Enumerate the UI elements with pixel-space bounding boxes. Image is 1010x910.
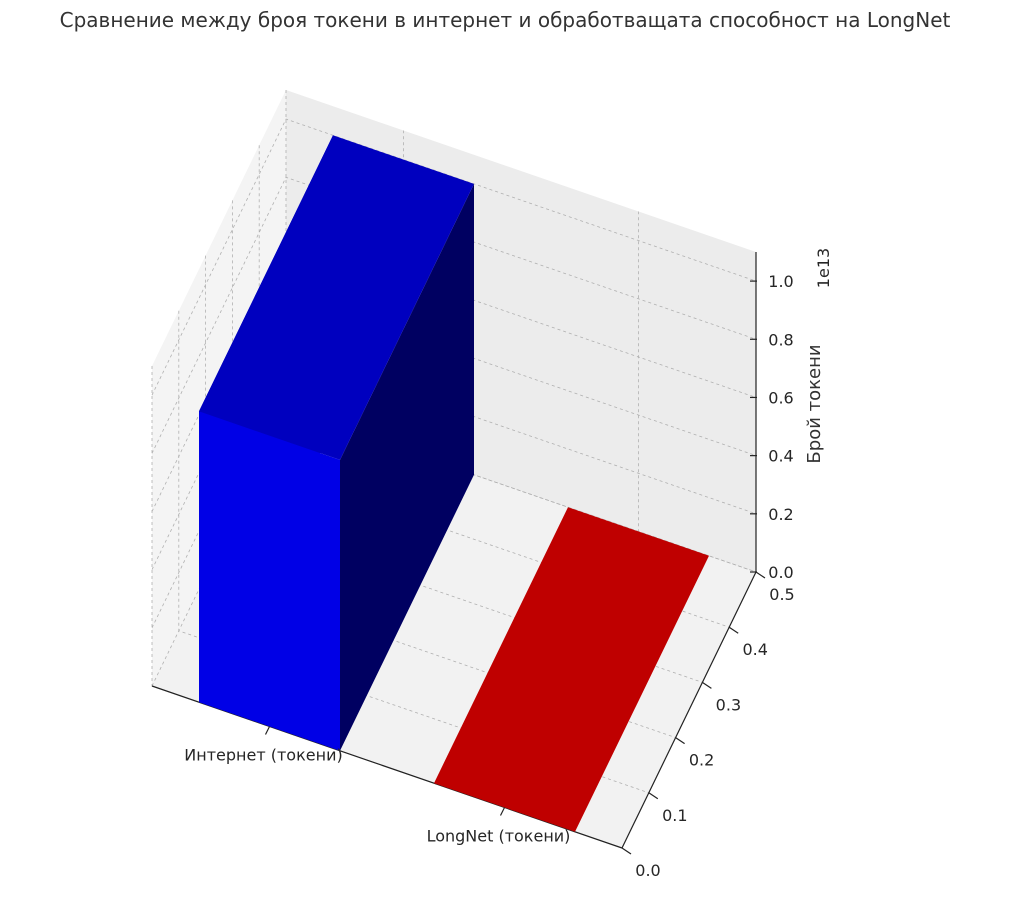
y-tick-mark: [675, 737, 685, 745]
bar: [434, 507, 709, 832]
bar-top-face: [199, 135, 474, 460]
tick-labels: Интернет (токени) LongNet (токени) 0.0 0.1 0…: [184, 272, 794, 880]
y-tick-label: 0.5: [769, 585, 794, 604]
y-tick-label: 0.2: [689, 751, 714, 770]
y-tick-label: 0.1: [662, 806, 687, 825]
z-tick-label: 0.0: [768, 563, 793, 582]
z-grid-line: [151, 176, 757, 454]
y-axis-line: [621, 571, 757, 849]
y-tick-mark: [621, 847, 632, 855]
y-tick-mark: [728, 626, 739, 634]
y-grid-line: [178, 310, 649, 794]
y-tick-label: 0.4: [742, 640, 767, 659]
y-tick-mark: [755, 571, 766, 579]
y-tick-mark: [702, 681, 712, 689]
chart-title: Сравнение между броя токени в интернет и…: [60, 8, 951, 32]
x-tick-label: Интернет (токени): [184, 746, 342, 765]
z-tick-label: 0.4: [768, 447, 793, 466]
bar: [199, 135, 474, 751]
y-tick-label: 0.0: [635, 861, 660, 880]
y-tick-label: 0.3: [716, 695, 741, 714]
x-tick-label: LongNet (токени): [427, 827, 571, 846]
bar-front-face: [199, 411, 340, 751]
z-grid-line: [151, 118, 757, 396]
z-tick-label: 0.6: [768, 388, 793, 407]
y-tick-mark: [648, 792, 659, 800]
z-axis-offset-text: 1e13: [814, 248, 833, 288]
bars: [199, 135, 709, 832]
bar-top-face: [434, 507, 709, 832]
z-tick-label: 1.0: [768, 272, 793, 291]
z-tick-label: 0.8: [768, 330, 793, 349]
z-axis-label: Брой токени: [804, 344, 825, 463]
x-tick-mark: [499, 807, 506, 816]
z-tick-label: 0.2: [768, 505, 793, 524]
x-tick-mark: [264, 726, 271, 735]
bar-right-face: [340, 183, 474, 751]
